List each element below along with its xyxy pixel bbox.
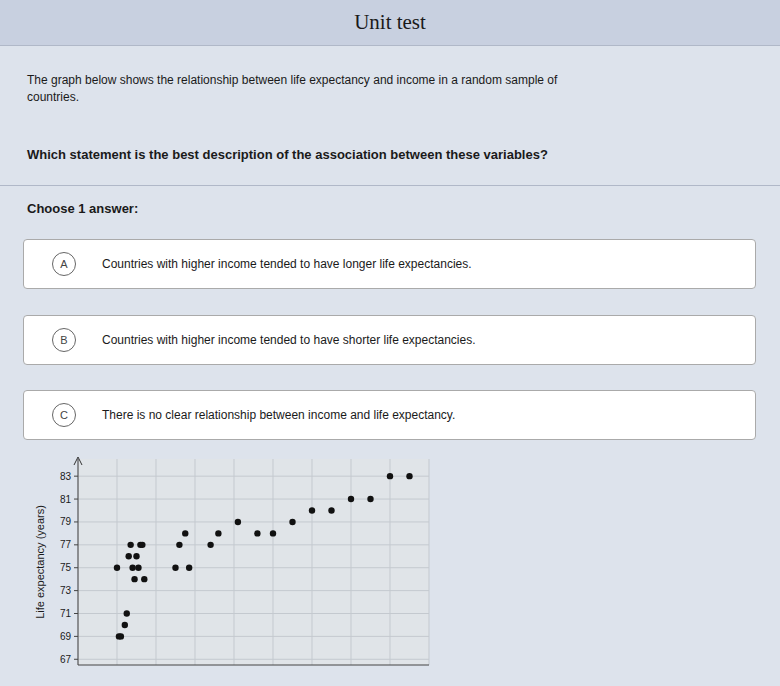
- page-title: Unit test: [0, 0, 780, 46]
- scatter-point: [129, 565, 135, 571]
- scatter-point: [182, 530, 188, 536]
- scatter-point: [328, 507, 334, 513]
- choice-label: C: [52, 403, 76, 427]
- grid-line: [78, 459, 79, 665]
- choice-text: Countries with higher income tended to h…: [102, 333, 476, 347]
- tick-mark: [74, 499, 78, 500]
- separator: [0, 185, 780, 186]
- tick-label: 69: [60, 631, 72, 642]
- question-text: The graph below shows the relationship b…: [27, 72, 747, 106]
- grid-line: [78, 499, 429, 500]
- scatter-point: [127, 542, 133, 548]
- scatter-point: [141, 576, 147, 582]
- grid-line: [78, 659, 429, 660]
- tick-mark: [74, 636, 78, 637]
- grid-line: [273, 459, 274, 665]
- tick-label: 75: [60, 562, 72, 573]
- grid-line: [429, 459, 430, 665]
- grid-line: [78, 476, 429, 477]
- scatter-point: [124, 610, 130, 616]
- grid-line: [351, 459, 352, 665]
- tick-label: 79: [60, 516, 72, 527]
- scatter-point: [207, 542, 213, 548]
- grid-line: [234, 459, 235, 665]
- choice-box[interactable]: C There is no clear relationship between …: [23, 390, 756, 440]
- tick-mark: [74, 567, 78, 568]
- axis-arrow: [74, 457, 82, 465]
- tick-label: 81: [60, 494, 72, 505]
- chart: 67 69 71 73 75 77 79 81 83 Life expectancy (years…: [0, 0, 780, 686]
- scatter-point: [172, 565, 178, 571]
- grid-line: [78, 613, 429, 614]
- scatter-point: [126, 553, 132, 559]
- scatter-point: [186, 565, 192, 571]
- scatter-point: [254, 530, 260, 536]
- scatter-point: [235, 519, 241, 525]
- tick-label: 67: [60, 654, 72, 665]
- grid-line: [78, 636, 429, 637]
- scatter-point: [289, 519, 295, 525]
- points: [114, 473, 413, 640]
- scatter-point: [348, 496, 354, 502]
- scatter-point: [135, 565, 141, 571]
- scatter-point: [114, 565, 120, 571]
- scatter-point: [133, 553, 139, 559]
- choice-box[interactable]: A Countries with higher income tended to …: [23, 239, 756, 289]
- scatter-point: [387, 473, 393, 479]
- choice-text: There is no clear relationship between i…: [102, 408, 455, 422]
- plot-background: [78, 459, 429, 665]
- tick-mark: [74, 521, 78, 522]
- scatter-point: [309, 507, 315, 513]
- scatter-point: [131, 576, 137, 582]
- x-axis: [78, 665, 429, 666]
- scatter-point: [176, 542, 182, 548]
- tick-label: 71: [60, 608, 72, 619]
- choice-text: Countries with higher income tended to h…: [102, 257, 472, 271]
- scatter-point: [367, 496, 373, 502]
- bold-question: Which statement is the best description …: [27, 146, 548, 164]
- tick-mark: [74, 476, 78, 477]
- grid-line: [195, 459, 196, 665]
- tick-mark: [74, 659, 78, 660]
- choice-label: A: [52, 252, 76, 276]
- scatter-point: [122, 622, 128, 628]
- scatter-point: [270, 530, 276, 536]
- scatter-point: [215, 530, 221, 536]
- grid-line: [156, 459, 157, 665]
- tick-label: 83: [60, 471, 72, 482]
- scatter-point: [406, 473, 412, 479]
- scatter-point: [139, 542, 145, 548]
- tick-mark: [74, 613, 78, 614]
- grid-line: [78, 590, 429, 591]
- grid-line: [78, 521, 429, 522]
- tick-label: 73: [60, 585, 72, 596]
- scatter-point: [118, 633, 124, 639]
- choice-box[interactable]: B Countries with higher income tended to …: [23, 315, 756, 365]
- choice-label: B: [52, 328, 76, 352]
- y-axis: [78, 459, 79, 665]
- grid-line: [312, 459, 313, 665]
- tick-mark: [74, 590, 78, 591]
- y-axis-label: Life expectancy (years): [34, 505, 46, 619]
- tick-label: 77: [60, 539, 72, 550]
- tick-mark: [74, 544, 78, 545]
- grid-line: [390, 459, 391, 665]
- choose-label: Choose 1 answer:: [27, 200, 138, 218]
